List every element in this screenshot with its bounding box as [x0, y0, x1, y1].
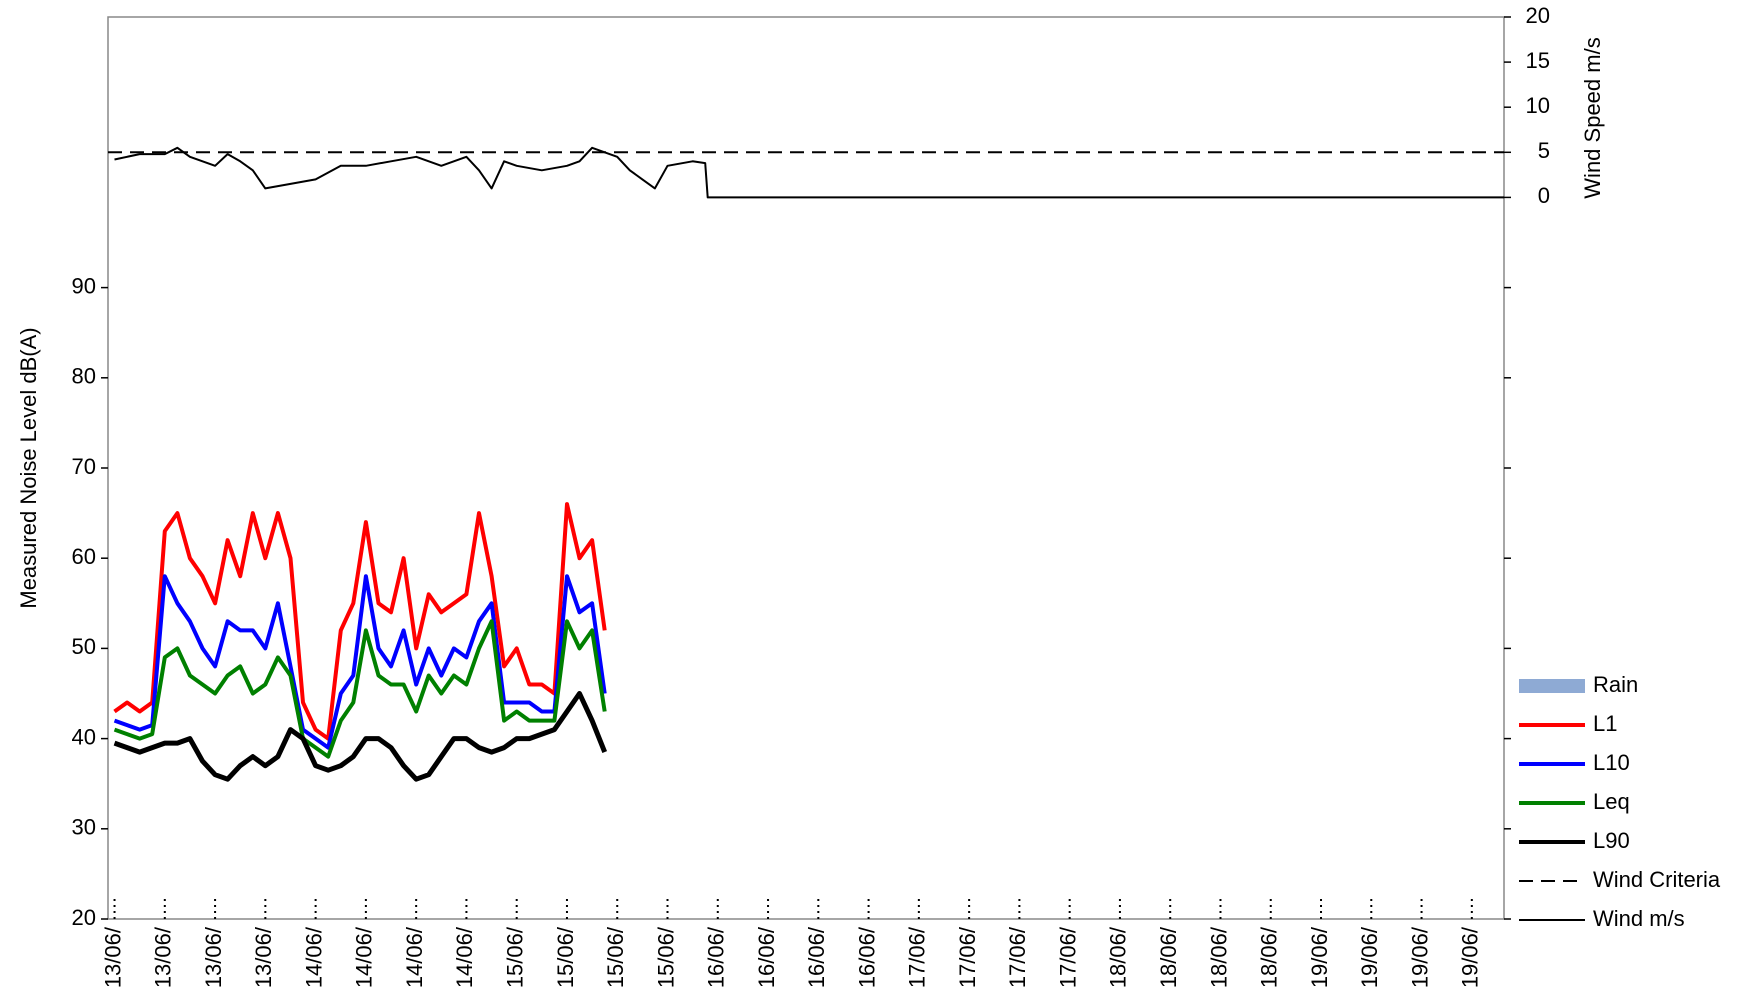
y-tick-label: 90: [72, 273, 96, 298]
x-tick-label: 17/06/: [1005, 926, 1030, 988]
x-tick-label: 13/06/: [151, 926, 176, 988]
y-tick-label: 30: [72, 815, 96, 840]
x-tick-label: 17/06/: [955, 926, 980, 988]
y-tick-label: 20: [72, 905, 96, 930]
y2-tick-label: 10: [1526, 93, 1550, 118]
x-tick-label: 16/06/: [804, 926, 829, 988]
legend-label: L1: [1593, 711, 1617, 736]
x-tick-label: 18/06/: [1106, 926, 1131, 988]
x-tick-label: 19/06/: [1407, 926, 1432, 988]
legend-label: Rain: [1593, 672, 1638, 697]
x-tick-label: 16/06/: [704, 926, 729, 988]
x-tick-label: 19/06/: [1458, 926, 1483, 988]
legend-label: Wind Criteria: [1593, 867, 1721, 892]
series-line: [113, 574, 607, 750]
y2-tick-label: 20: [1526, 3, 1550, 28]
series-line: [114, 146, 1504, 199]
x-tick-label: 13/06/: [100, 926, 125, 988]
legend-label: L10: [1593, 750, 1630, 775]
series-line: [113, 691, 608, 782]
x-tick-label: 16/06/: [754, 926, 779, 988]
x-tick-label: 15/06/: [503, 926, 528, 988]
x-tick-label: 14/06/: [452, 926, 477, 988]
x-tick-label: 18/06/: [1156, 926, 1181, 988]
x-tick-label: 15/06/: [603, 926, 628, 988]
y-tick-label: 70: [72, 454, 96, 479]
y-axis-label: Measured Noise Level dB(A): [16, 327, 41, 608]
y2-tick-label: 15: [1526, 48, 1550, 73]
x-tick-label: 14/06/: [301, 926, 326, 988]
y2-tick-label: 0: [1538, 183, 1550, 208]
series-line: [113, 502, 607, 741]
x-tick-label: 18/06/: [1257, 926, 1282, 988]
x-tick-label: 15/06/: [653, 926, 678, 988]
x-tick-label: 17/06/: [905, 926, 930, 988]
x-tick-label: 17/06/: [1055, 926, 1080, 988]
y2-axis-label: Wind Speed m/s: [1580, 37, 1605, 198]
x-tick-label: 15/06/: [553, 926, 578, 988]
legend-label: Leq: [1593, 789, 1630, 814]
legend-label: Wind m/s: [1593, 906, 1685, 931]
x-tick-label: 14/06/: [352, 926, 377, 988]
y-tick-label: 50: [72, 634, 96, 659]
x-tick-label: 13/06/: [251, 926, 276, 988]
y-tick-label: 60: [72, 544, 96, 569]
x-tick-label: 18/06/: [1206, 926, 1231, 988]
legend-label: L90: [1593, 828, 1630, 853]
y-tick-label: 40: [72, 724, 96, 749]
x-tick-label: 19/06/: [1307, 926, 1332, 988]
series-line: [113, 619, 607, 759]
x-tick-label: 16/06/: [854, 926, 879, 988]
x-tick-label: 14/06/: [402, 926, 427, 988]
y2-tick-label: 5: [1538, 138, 1550, 163]
y-tick-label: 80: [72, 364, 96, 389]
x-tick-label: 13/06/: [201, 926, 226, 988]
x-tick-label: 19/06/: [1357, 926, 1382, 988]
legend-swatch: [1519, 679, 1585, 693]
